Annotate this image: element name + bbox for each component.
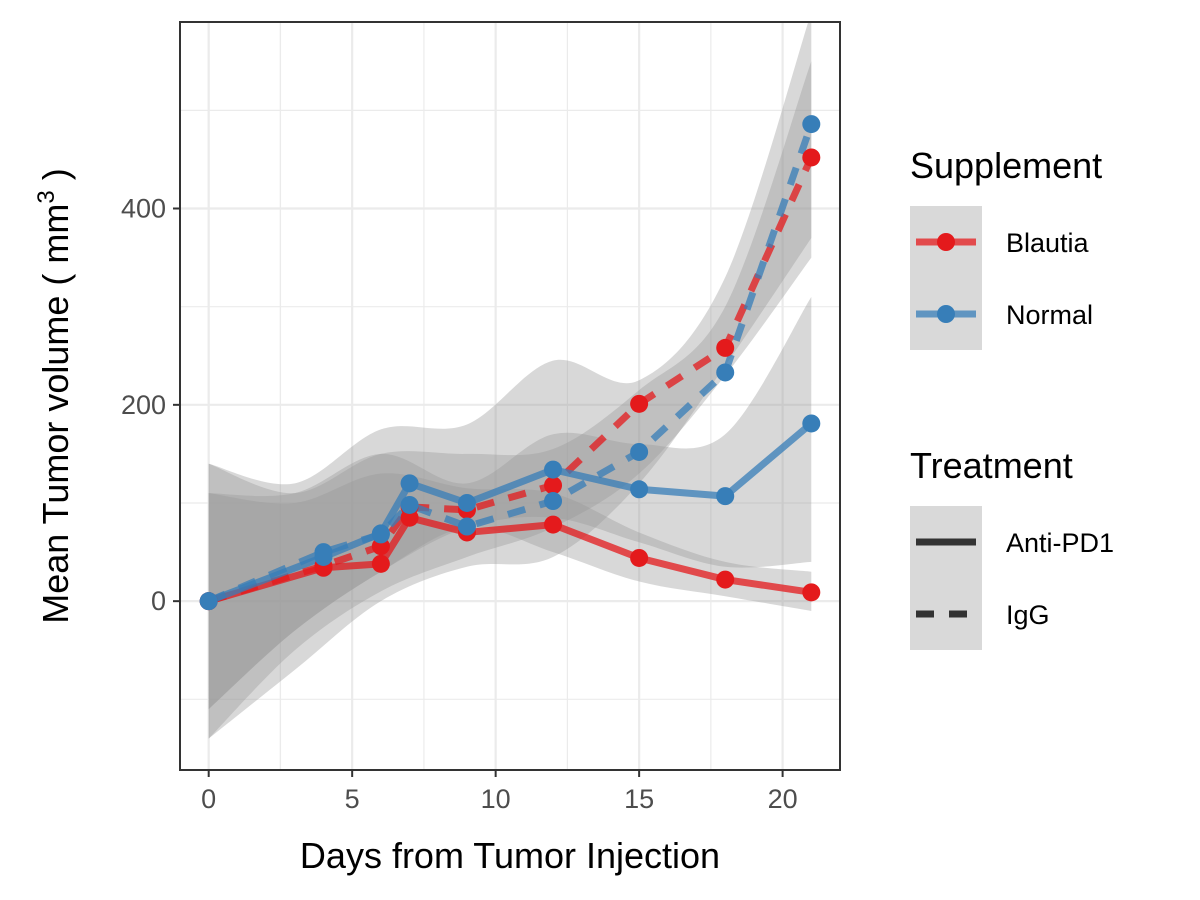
data-point xyxy=(371,525,390,544)
series-line-normal-igg xyxy=(207,122,815,605)
series-line-blautia-igg xyxy=(207,156,815,605)
x-tick-label: 0 xyxy=(201,784,216,814)
legend: Supplement Blautia Normal Treatment Anti-PD1… xyxy=(910,145,1114,650)
legend-title: Treatment xyxy=(910,445,1073,486)
data-point xyxy=(630,548,649,567)
legend-treatment: Treatment Anti-PD1 IgG xyxy=(910,445,1114,650)
legend-item: Blautia xyxy=(910,206,1090,278)
legend-supplement: Supplement Blautia Normal xyxy=(910,145,1102,350)
data-point xyxy=(630,442,649,461)
data-point xyxy=(716,487,735,506)
data-point xyxy=(314,543,333,562)
y-axis-title: Mean Tumor volume ( mm3 ) xyxy=(33,168,76,623)
legend-title: Supplement xyxy=(910,145,1102,186)
data-point xyxy=(716,570,735,589)
band-blautia-antipd1 xyxy=(208,473,812,710)
data-point xyxy=(802,583,821,602)
plot-border xyxy=(179,21,841,771)
confidence-bands xyxy=(208,22,812,739)
data-point xyxy=(716,363,735,382)
legend-label: IgG xyxy=(1006,600,1050,630)
plot-panel xyxy=(180,22,840,770)
legend-label: Normal xyxy=(1006,300,1093,330)
data-point xyxy=(371,554,390,573)
x-tick-label: 10 xyxy=(481,784,511,814)
y-tick-label: 400 xyxy=(121,194,166,224)
grid-lines xyxy=(180,22,840,770)
data-point xyxy=(630,480,649,499)
legend-label: Anti-PD1 xyxy=(1006,528,1114,558)
x-axis: 0 5 10 15 20 xyxy=(201,770,798,814)
data-point xyxy=(544,476,563,495)
band-blautia-igg xyxy=(208,61,812,739)
band-normal-igg xyxy=(208,22,812,739)
y-tick-label: 200 xyxy=(121,390,166,420)
data-point xyxy=(716,338,735,357)
legend-item: Normal xyxy=(910,278,1093,350)
y-axis-title-superscript: 3 xyxy=(33,190,60,203)
y-axis: 0 200 400 xyxy=(121,194,180,616)
data-point xyxy=(544,515,563,534)
x-axis-title: Days from Tumor Injection xyxy=(300,835,720,876)
band-normal-antipd1 xyxy=(208,296,812,710)
legend-key-point xyxy=(937,305,955,323)
data-point xyxy=(802,148,821,167)
x-tick-label: 5 xyxy=(345,784,360,814)
data-point xyxy=(457,517,476,536)
y-axis-title-main: Mean Tumor volume ( mm xyxy=(35,204,76,624)
y-tick-label: 0 xyxy=(151,586,166,616)
data-point xyxy=(544,460,563,479)
data-point xyxy=(802,115,821,134)
data-point xyxy=(400,474,419,493)
data-point xyxy=(802,414,821,433)
data-point xyxy=(457,493,476,512)
data-point xyxy=(630,394,649,413)
x-tick-label: 20 xyxy=(768,784,798,814)
data-point xyxy=(544,492,563,511)
x-tick-label: 15 xyxy=(624,784,654,814)
legend-item: Anti-PD1 xyxy=(910,506,1114,578)
data-point xyxy=(199,592,218,611)
series-points xyxy=(199,115,821,611)
y-axis-title-tail: ) xyxy=(35,168,76,190)
data-point xyxy=(400,495,419,514)
legend-label: Blautia xyxy=(1006,228,1090,258)
legend-item: IgG xyxy=(910,578,1050,650)
legend-key-point xyxy=(937,233,955,251)
